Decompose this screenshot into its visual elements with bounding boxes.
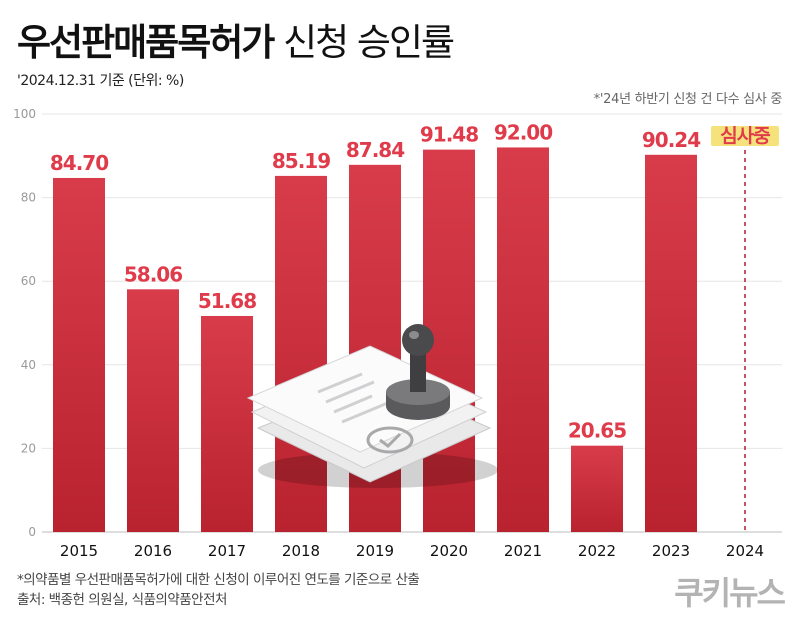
y-tick-label: 100 xyxy=(13,107,36,121)
x-tick-label: 2016 xyxy=(134,542,172,560)
x-tick-label: 2019 xyxy=(356,542,394,560)
x-tick-label: 2023 xyxy=(652,542,690,560)
y-tick-labels: 0 20 40 60 80 100 xyxy=(13,107,36,539)
value-label-2017: 51.68 xyxy=(198,289,256,313)
value-label-2015: 84.70 xyxy=(50,151,108,175)
x-tick-label: 2021 xyxy=(504,542,542,560)
bar-2022 xyxy=(571,445,623,532)
value-label-2024: 심사중 xyxy=(720,125,770,147)
value-labels: 84.70 58.06 51.68 85.19 87.84 91.48 92.00 20.65… xyxy=(50,120,779,443)
title-bold: 우선판매품목허가 xyxy=(17,21,275,64)
method-note: *의약품별 우선판매품목허가에 대한 신청이 이루어진 연도를 기준으로 산출 xyxy=(17,572,420,588)
unit-note: '2024.12.31 기준 (단위: %) xyxy=(17,73,184,89)
y-tick-label: 80 xyxy=(21,191,36,205)
bar-2016 xyxy=(127,289,179,532)
logo: 쿠키뉴스 xyxy=(674,574,786,612)
page-title: 우선판매품목허가 신청 승인률 xyxy=(17,12,455,66)
review-note: *'24년 하반기 신청 건 다수 심사 중 xyxy=(593,92,783,107)
pending-highlight xyxy=(711,126,779,146)
value-label-2021: 92.00 xyxy=(494,120,552,144)
y-tick-label: 60 xyxy=(21,274,36,288)
x-tick-label: 2018 xyxy=(282,542,320,560)
y-tick-label: 20 xyxy=(21,441,36,455)
x-tick-label: 2015 xyxy=(60,542,98,560)
value-label-2018: 85.19 xyxy=(272,149,330,173)
stamp-icon xyxy=(386,324,450,420)
bar-2023 xyxy=(645,154,697,532)
bar-2018 xyxy=(275,175,327,532)
y-tick-label: 0 xyxy=(28,525,36,539)
document-stamp-illustration xyxy=(246,324,498,488)
bar-2017 xyxy=(201,315,253,532)
x-tick-label: 2022 xyxy=(578,542,616,560)
x-tick-label: 2024 xyxy=(726,542,764,560)
value-label-2023: 90.24 xyxy=(642,128,700,152)
bar-2021 xyxy=(497,147,549,532)
value-label-2020: 91.48 xyxy=(420,123,478,147)
title-light: 신청 승인률 xyxy=(273,21,455,64)
x-tick-label: 2020 xyxy=(430,542,468,560)
y-tick-label: 40 xyxy=(21,358,36,372)
source-note: 출처: 백종헌 의원실, 식품의약품안전처 xyxy=(17,592,227,608)
check-mark-icon xyxy=(366,426,414,454)
value-label-2016: 58.06 xyxy=(124,262,182,286)
value-label-2022: 20.65 xyxy=(568,419,626,443)
bar-2015 xyxy=(53,177,105,533)
x-tick-label: 2017 xyxy=(208,542,246,560)
x-tick-labels: 2015 2016 2017 2018 2019 2020 2021 2022 2023 2024 xyxy=(60,542,764,560)
value-label-2019: 87.84 xyxy=(346,138,404,162)
